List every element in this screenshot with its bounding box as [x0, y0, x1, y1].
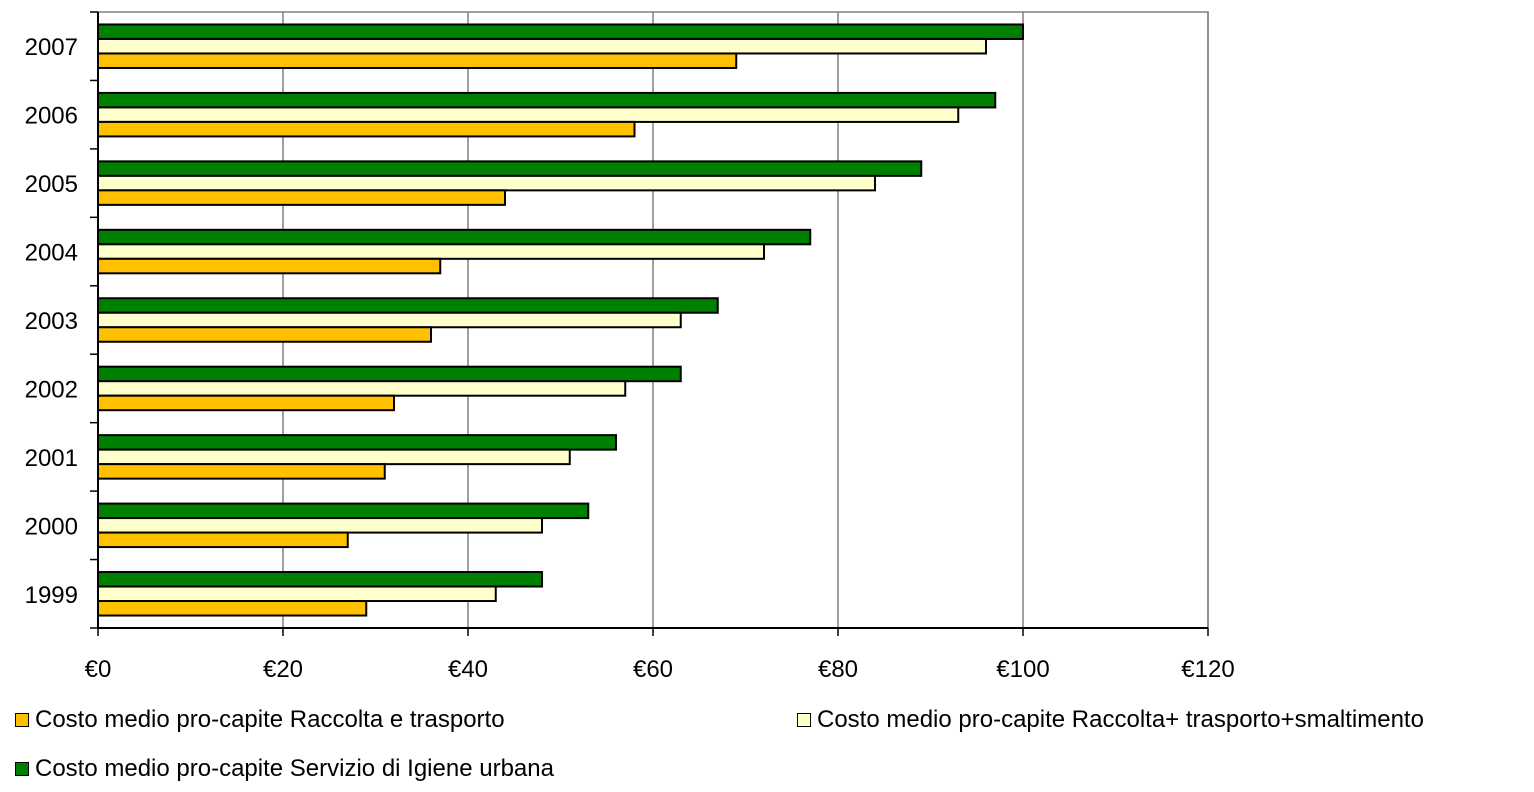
y-tick-label: 2000: [25, 513, 78, 540]
y-tick-label: 2004: [25, 240, 78, 267]
y-tick-label: 2002: [25, 376, 78, 403]
bar-2002-series-1: [97, 380, 627, 397]
bar-1999-series-0: [97, 600, 368, 617]
bar-2004-series-1: [97, 243, 765, 260]
bar-2000-series-2: [97, 502, 590, 520]
x-tick-label: €20: [263, 656, 303, 683]
y-tick-label: 2005: [25, 171, 78, 198]
legend-item-igiene-urbana: Costo medio pro-capite Servizio di Igien…: [15, 755, 554, 783]
x-tick-label: €0: [85, 656, 112, 683]
x-axis-labels: €0 €20 €40 €60 €80 €100 €120: [85, 656, 1235, 683]
bar-2007-series-0: [97, 52, 738, 69]
bar-2006-series-2: [97, 91, 997, 109]
bar-2003-series-0: [97, 326, 432, 343]
bar-2004-series-2: [97, 228, 812, 246]
bar-2005-series-2: [97, 160, 923, 177]
x-tick-label: €60: [633, 656, 673, 683]
x-tick-label: €40: [448, 656, 488, 683]
legend-label: Costo medio pro-capite Servizio di Igien…: [35, 755, 554, 782]
axes: [90, 11, 1209, 636]
bar-2004-series-0: [97, 257, 442, 275]
bar-2002-series-2: [97, 365, 682, 383]
bar-2007-series-2: [97, 23, 1024, 40]
bar-2001-series-2: [97, 434, 617, 451]
legend-label: Costo medio pro-capite Raccolta e traspo…: [35, 706, 505, 733]
y-tick-label: 2003: [25, 308, 78, 335]
bar-series: [97, 23, 1024, 617]
legend-item-raccolta-trasporto-smaltimento: Costo medio pro-capite Raccolta+ traspor…: [797, 706, 1424, 734]
y-tick-label: 1999: [25, 582, 78, 609]
bar-2001-series-1: [97, 448, 571, 466]
legend-item-raccolta-trasporto: Costo medio pro-capite Raccolta e traspo…: [15, 706, 505, 734]
bar-2005-series-1: [97, 174, 876, 192]
bar-2000-series-0: [97, 531, 349, 549]
bar-2003-series-2: [97, 297, 719, 314]
y-tick-label: 2007: [25, 34, 78, 61]
bar-2001-series-0: [97, 463, 386, 480]
bar-1999-series-2: [97, 571, 543, 588]
legend-label: Costo medio pro-capite Raccolta+ traspor…: [817, 706, 1424, 733]
bar-2003-series-1: [97, 311, 682, 329]
y-tick-label: 2001: [25, 445, 78, 472]
y-tick-label: 2006: [25, 103, 78, 130]
bar-2000-series-1: [97, 517, 543, 534]
legend-swatch-green: [15, 762, 29, 776]
bar-2006-series-0: [97, 120, 636, 138]
x-tick-label: €120: [1181, 656, 1234, 683]
y-axis-labels: 1999 2000 2001 2002 2003 2004 2005 2006 2007: [25, 34, 78, 609]
legend-swatch-lightyellow: [797, 713, 811, 727]
bar-2007-series-1: [97, 37, 987, 55]
x-tick-label: €100: [996, 656, 1049, 683]
x-tick-label: €80: [818, 656, 858, 683]
bar-2006-series-1: [97, 106, 960, 123]
bar-2005-series-0: [97, 189, 506, 206]
legend-swatch-orange: [15, 713, 29, 727]
bar-1999-series-1: [97, 585, 497, 603]
bar-2002-series-0: [97, 394, 395, 412]
